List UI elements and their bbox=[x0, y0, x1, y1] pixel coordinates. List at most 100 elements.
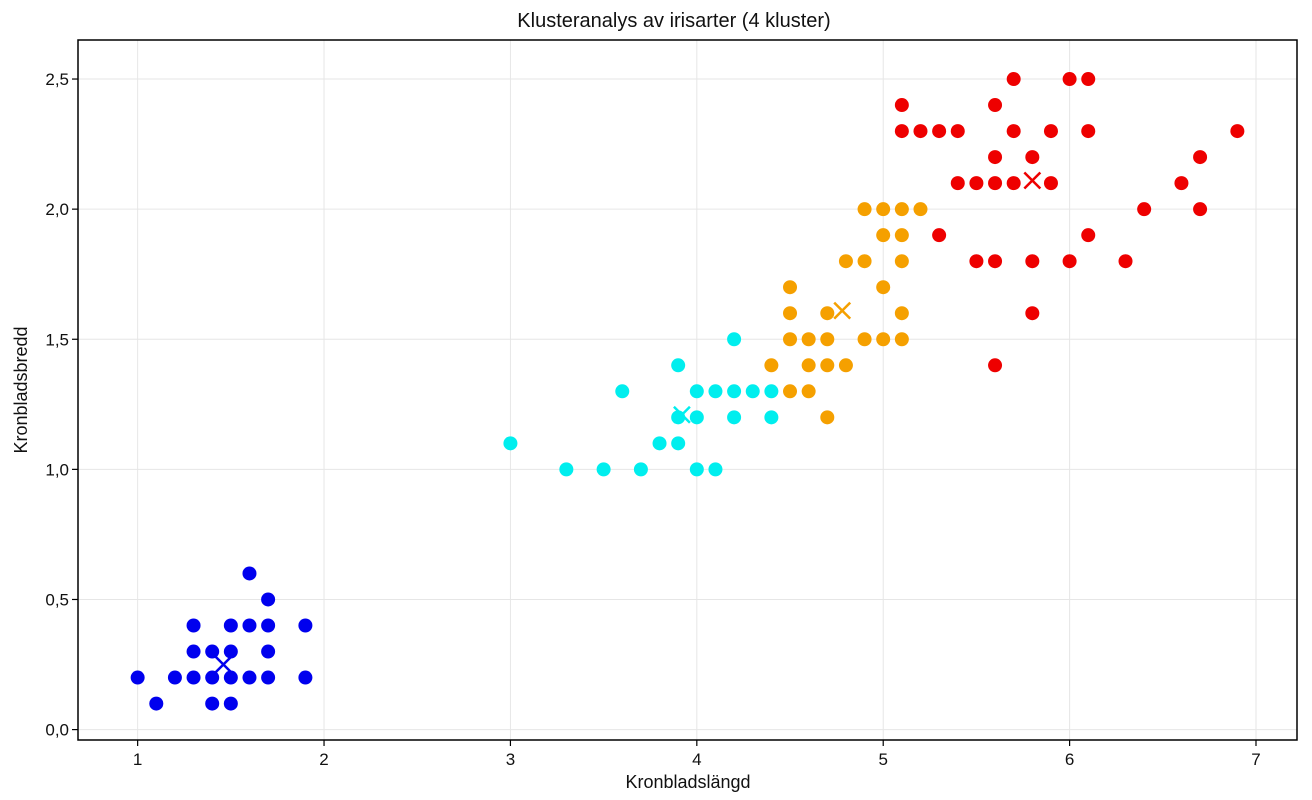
data-point-cluster-1 bbox=[223, 670, 238, 685]
data-point-cluster-4 bbox=[1230, 124, 1245, 139]
data-point-cluster-4 bbox=[1062, 72, 1077, 87]
y-tick-label: 2,5 bbox=[45, 70, 69, 89]
data-point-cluster-3 bbox=[820, 358, 835, 373]
centroid-marker-cluster-2 bbox=[673, 405, 691, 424]
data-point-cluster-4 bbox=[1006, 72, 1021, 87]
data-point-cluster-3 bbox=[820, 410, 835, 425]
data-point-cluster-3 bbox=[857, 332, 872, 347]
data-point-cluster-3 bbox=[838, 358, 853, 373]
data-point-cluster-2 bbox=[764, 410, 779, 425]
data-point-cluster-2 bbox=[727, 332, 742, 347]
data-point-cluster-4 bbox=[988, 358, 1003, 373]
data-point-cluster-1 bbox=[242, 618, 257, 633]
data-point-cluster-2 bbox=[671, 436, 686, 451]
x-tick-label: 6 bbox=[1065, 750, 1074, 769]
data-point-cluster-4 bbox=[894, 98, 909, 113]
data-point-cluster-4 bbox=[988, 150, 1003, 165]
data-point-cluster-2 bbox=[745, 384, 760, 399]
y-axis-label: Kronbladsbredd bbox=[11, 326, 31, 453]
x-tick-label: 5 bbox=[878, 750, 887, 769]
data-point-cluster-1 bbox=[167, 670, 182, 685]
data-point-cluster-1 bbox=[242, 566, 257, 581]
data-point-cluster-3 bbox=[783, 384, 798, 399]
data-point-cluster-1 bbox=[149, 696, 164, 711]
x-tick-label: 1 bbox=[133, 750, 142, 769]
data-point-cluster-2 bbox=[503, 436, 518, 451]
data-point-cluster-3 bbox=[876, 280, 891, 295]
data-point-cluster-2 bbox=[652, 436, 667, 451]
data-point-cluster-3 bbox=[783, 332, 798, 347]
data-point-cluster-4 bbox=[1025, 306, 1040, 321]
y-tick-label: 2,0 bbox=[45, 200, 69, 219]
data-point-cluster-1 bbox=[205, 670, 220, 685]
data-point-cluster-1 bbox=[205, 644, 220, 659]
data-point-cluster-4 bbox=[1006, 124, 1021, 139]
data-point-cluster-1 bbox=[298, 670, 313, 685]
data-point-cluster-3 bbox=[838, 254, 853, 269]
data-point-cluster-3 bbox=[894, 332, 909, 347]
data-point-cluster-4 bbox=[1193, 202, 1208, 217]
data-point-cluster-1 bbox=[205, 696, 220, 711]
data-point-cluster-2 bbox=[708, 462, 723, 477]
chart-title: Klusteranalys av irisarter (4 kluster) bbox=[517, 10, 830, 32]
data-point-cluster-4 bbox=[1193, 150, 1208, 165]
data-point-cluster-2 bbox=[727, 410, 742, 425]
data-point-cluster-4 bbox=[969, 176, 984, 191]
data-point-cluster-1 bbox=[223, 618, 238, 633]
data-point-cluster-4 bbox=[913, 124, 928, 139]
data-point-cluster-4 bbox=[1062, 254, 1077, 269]
data-point-cluster-2 bbox=[633, 462, 648, 477]
data-point-cluster-1 bbox=[242, 670, 257, 685]
data-point-cluster-3 bbox=[894, 202, 909, 217]
data-point-cluster-4 bbox=[1081, 228, 1096, 243]
data-point-cluster-4 bbox=[932, 228, 947, 243]
data-point-cluster-3 bbox=[894, 228, 909, 243]
data-point-cluster-1 bbox=[298, 618, 313, 633]
data-point-cluster-4 bbox=[1043, 124, 1058, 139]
x-tick-label: 4 bbox=[692, 750, 701, 769]
data-point-cluster-4 bbox=[1137, 202, 1152, 217]
data-point-cluster-4 bbox=[950, 176, 965, 191]
data-point-cluster-3 bbox=[876, 202, 891, 217]
centroid-marker-cluster-4 bbox=[1023, 171, 1042, 190]
data-point-cluster-1 bbox=[261, 592, 276, 607]
data-point-cluster-4 bbox=[1081, 124, 1096, 139]
data-point-cluster-2 bbox=[727, 384, 742, 399]
grid bbox=[78, 40, 1297, 740]
data-point-cluster-4 bbox=[988, 254, 1003, 269]
data-point-cluster-4 bbox=[1025, 150, 1040, 165]
data-point-cluster-4 bbox=[969, 254, 984, 269]
data-point-cluster-4 bbox=[1174, 176, 1189, 191]
data-point-cluster-3 bbox=[913, 202, 928, 217]
x-axis-label: Kronbladslängd bbox=[625, 772, 750, 792]
data-point-cluster-2 bbox=[708, 384, 723, 399]
data-point-cluster-1 bbox=[130, 670, 145, 685]
data-point-cluster-4 bbox=[1006, 176, 1021, 191]
centroid-marker-cluster-3 bbox=[833, 301, 852, 320]
data-point-cluster-3 bbox=[857, 254, 872, 269]
data-point-cluster-1 bbox=[261, 618, 276, 633]
data-point-cluster-2 bbox=[764, 384, 779, 399]
data-point-cluster-4 bbox=[894, 124, 909, 139]
y-tick-label: 1,0 bbox=[45, 460, 69, 479]
data-point-cluster-2 bbox=[615, 384, 630, 399]
x-tick-label: 3 bbox=[506, 750, 515, 769]
y-tick-label: 0,5 bbox=[45, 590, 69, 609]
x-tick-label: 7 bbox=[1251, 750, 1260, 769]
data-point-cluster-1 bbox=[223, 644, 238, 659]
data-point-cluster-2 bbox=[559, 462, 574, 477]
data-point-cluster-1 bbox=[186, 618, 201, 633]
data-point-cluster-1 bbox=[261, 644, 276, 659]
data-point-cluster-4 bbox=[950, 124, 965, 139]
data-points bbox=[130, 72, 1245, 711]
data-point-cluster-2 bbox=[689, 410, 704, 425]
plot-frame bbox=[77, 39, 1298, 741]
centroid-marker-cluster-1 bbox=[214, 655, 233, 674]
data-point-cluster-1 bbox=[186, 670, 201, 685]
data-point-cluster-3 bbox=[820, 306, 835, 321]
data-point-cluster-2 bbox=[689, 462, 704, 477]
data-point-cluster-4 bbox=[988, 98, 1003, 113]
cluster-centroids bbox=[214, 171, 1042, 674]
data-point-cluster-4 bbox=[1081, 72, 1096, 87]
